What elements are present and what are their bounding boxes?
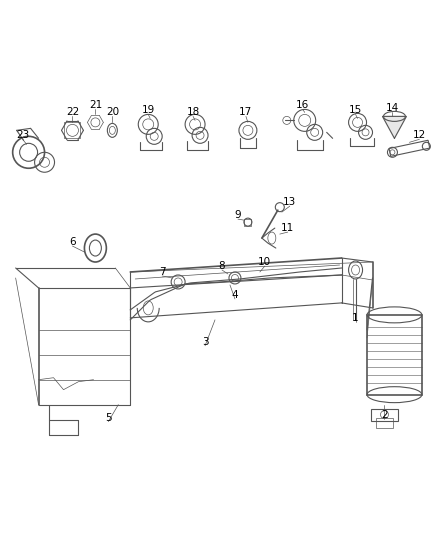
- Bar: [389, 140, 430, 156]
- Bar: [64, 123, 81, 139]
- Bar: [367, 315, 422, 394]
- Text: 13: 13: [283, 197, 297, 207]
- Text: 20: 20: [106, 108, 119, 117]
- Text: 14: 14: [386, 103, 399, 114]
- Text: 8: 8: [219, 261, 225, 271]
- Bar: [244, 219, 251, 225]
- Text: 17: 17: [239, 108, 253, 117]
- Text: 21: 21: [89, 100, 102, 110]
- Text: 5: 5: [105, 413, 112, 423]
- Bar: [375, 417, 393, 427]
- Text: 12: 12: [413, 131, 426, 140]
- Text: 22: 22: [66, 108, 79, 117]
- Bar: [371, 409, 399, 421]
- Text: 15: 15: [349, 106, 362, 116]
- Text: 10: 10: [258, 257, 272, 267]
- Text: 9: 9: [235, 210, 241, 220]
- Text: 2: 2: [381, 410, 388, 419]
- Text: 6: 6: [69, 237, 76, 247]
- Text: 19: 19: [141, 106, 155, 116]
- Text: 3: 3: [202, 337, 208, 347]
- Text: 7: 7: [159, 267, 166, 277]
- Text: 18: 18: [187, 108, 200, 117]
- Text: 1: 1: [352, 313, 359, 323]
- Text: 23: 23: [16, 131, 29, 140]
- Text: 4: 4: [232, 290, 238, 300]
- Text: 16: 16: [296, 100, 309, 110]
- Text: 11: 11: [281, 223, 294, 233]
- Polygon shape: [382, 116, 406, 139]
